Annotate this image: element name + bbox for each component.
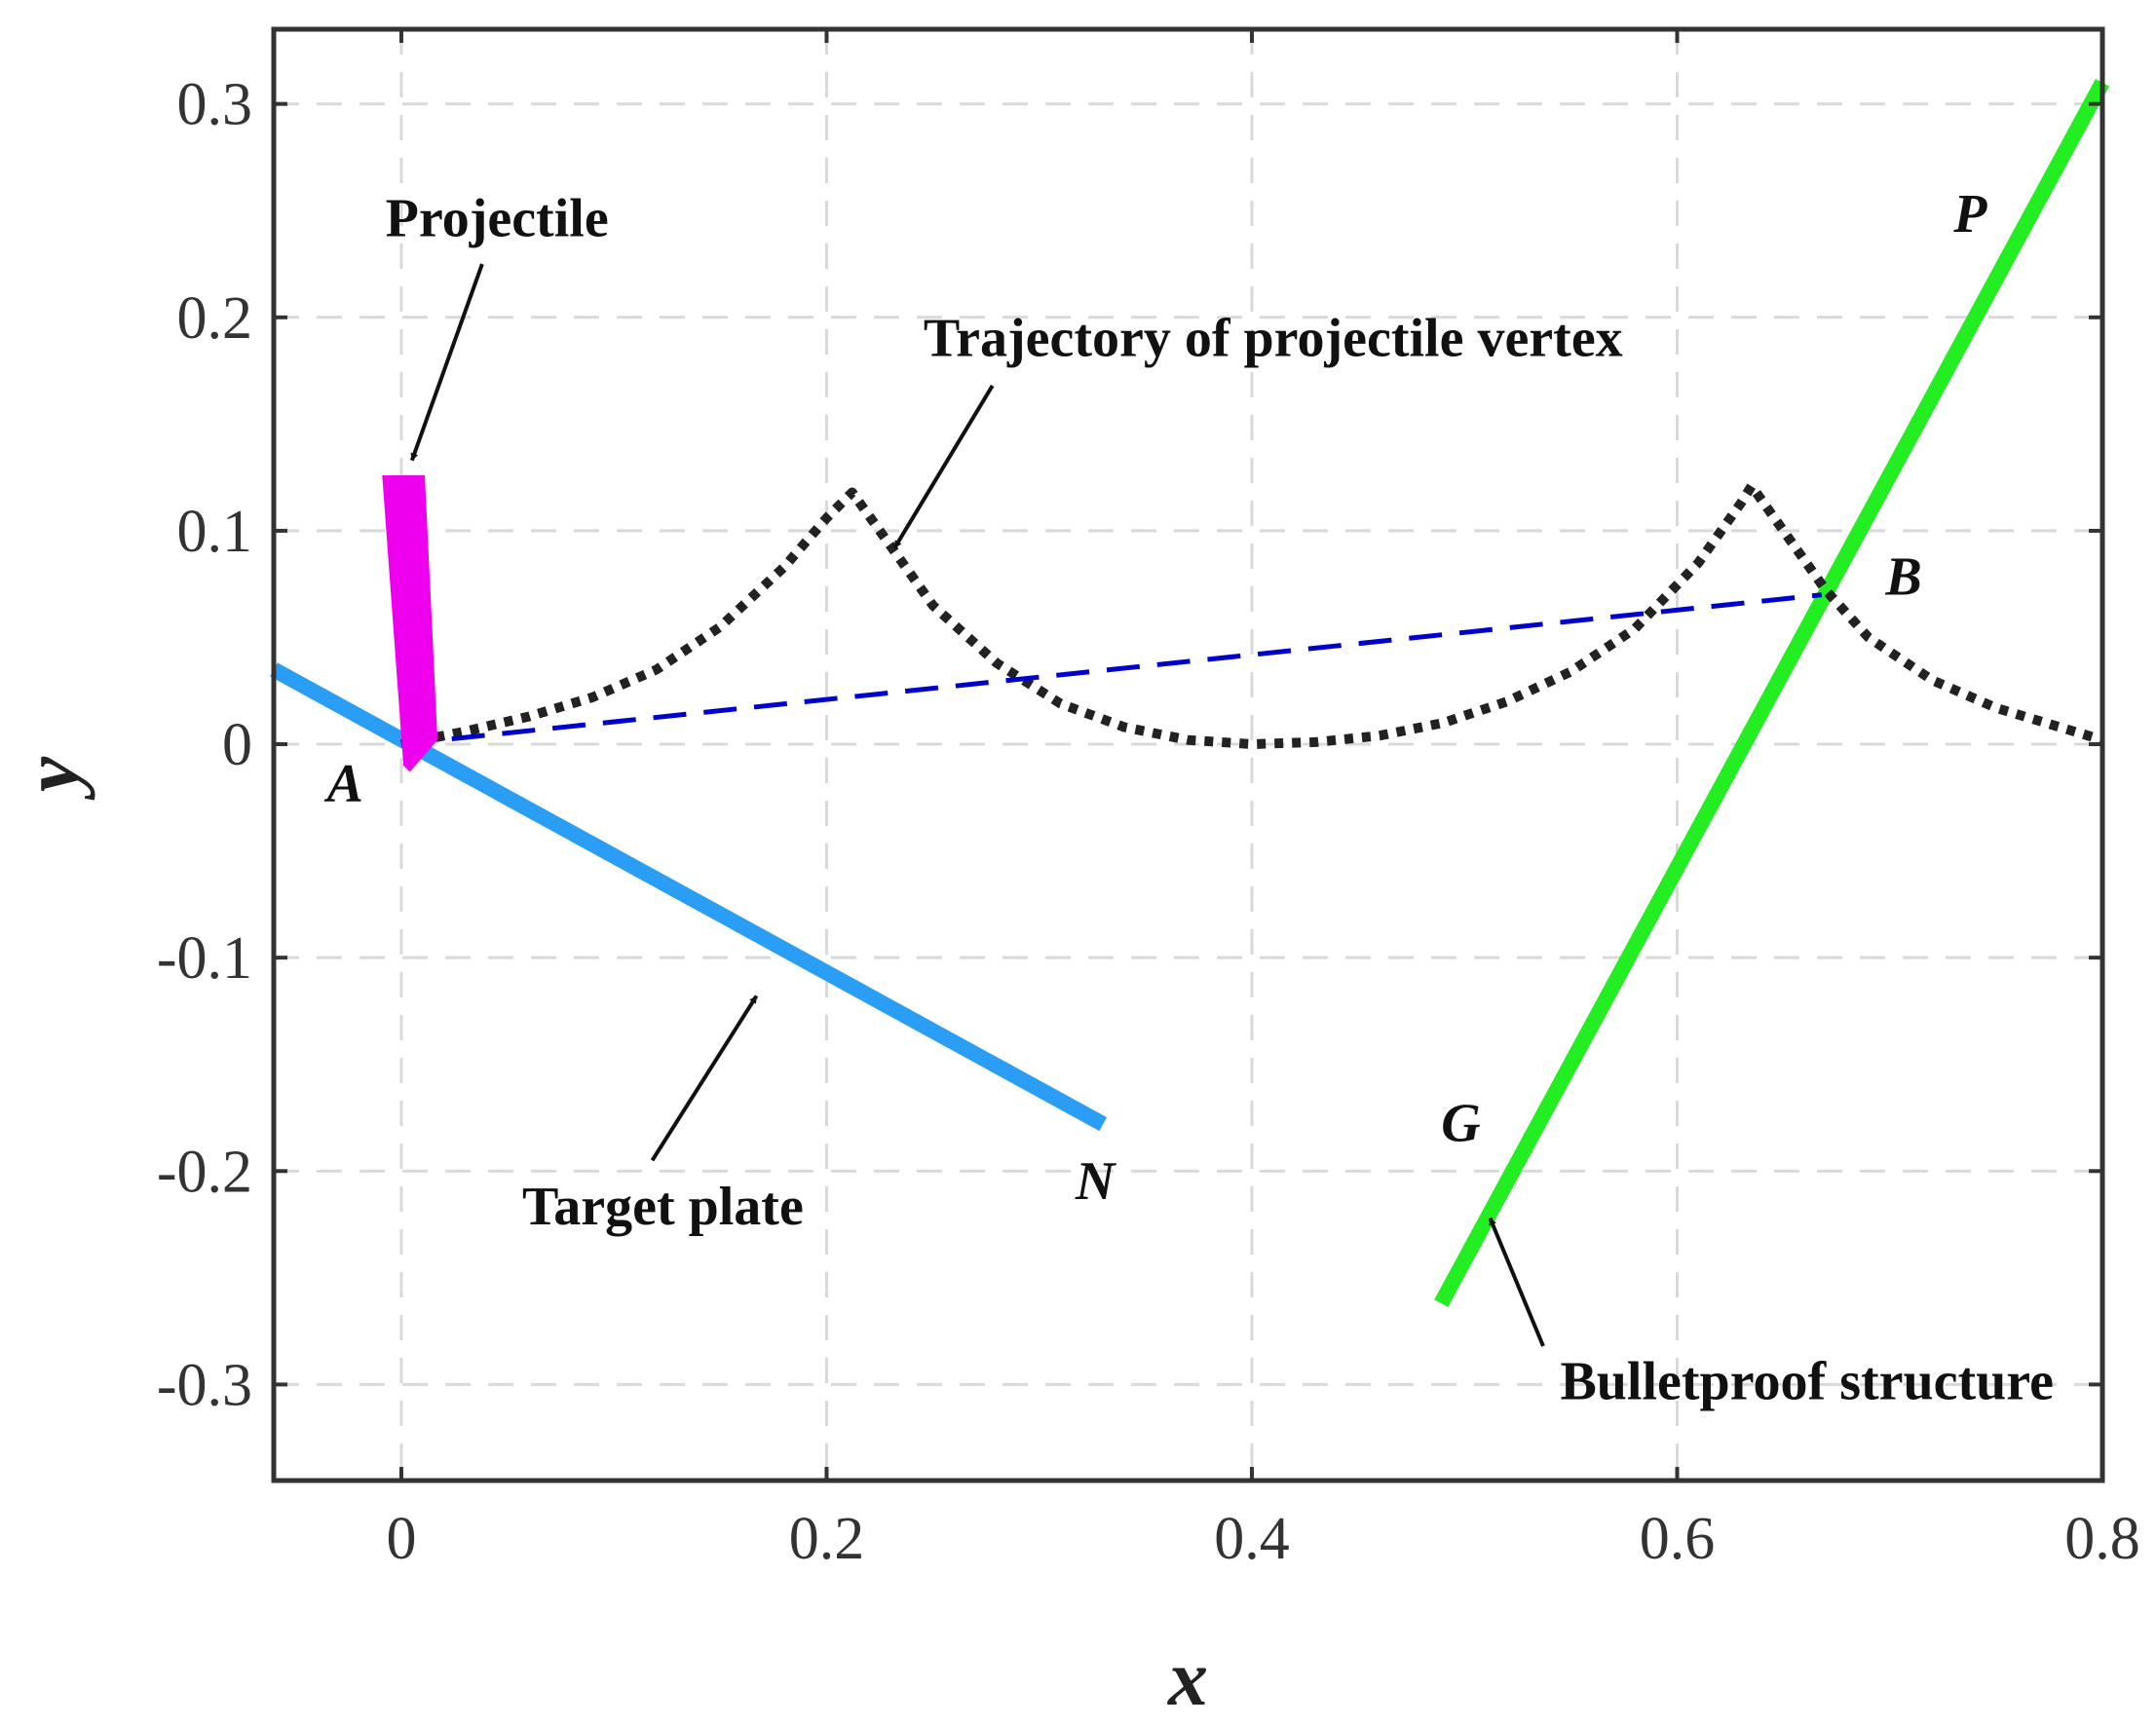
x-axis-label: x <box>1167 1633 1208 1722</box>
annotation-label: Trajectory of projectile vertex <box>924 308 1623 368</box>
plot-area-frame <box>271 26 2105 1483</box>
point-label-g: G <box>1441 1094 1480 1154</box>
y-tick-label: -0.3 <box>157 1352 252 1418</box>
y-tick-label: -0.2 <box>157 1139 252 1205</box>
bulletproof-structure-line <box>1434 78 2110 1307</box>
x-tick-label: 0.2 <box>789 1506 865 1572</box>
y-tick-label: 0.3 <box>177 72 253 138</box>
annotation-arrow <box>1488 1217 1545 1347</box>
projectile-shape <box>382 475 438 772</box>
annotation-arrow <box>650 994 759 1162</box>
axis-ticks: 0 0.2 0.4 0.6 0.8 -0.3 -0.2 -0.1 0 0.1 0.2 0.3 <box>157 29 2140 1572</box>
y-tick-label: 0 <box>222 712 252 778</box>
annotation-arrow <box>892 384 995 549</box>
trajectory-dotted-line <box>400 480 2104 749</box>
x-tick-label: 0.6 <box>1640 1506 1716 1572</box>
y-tick-label: 0.1 <box>177 499 253 565</box>
point-label-a: A <box>324 754 363 814</box>
annotation-label: Target plate <box>522 1177 804 1237</box>
annotation-arrow <box>409 263 484 462</box>
x-tick-label: 0 <box>386 1506 416 1572</box>
y-tick-label: -0.1 <box>157 925 252 992</box>
plot-series <box>270 78 2110 1307</box>
annotations: Projectile Trajectory of projectile verte… <box>324 184 2054 1412</box>
x-tick-label: 0.8 <box>2064 1506 2140 1572</box>
point-label-p: P <box>1952 184 1987 244</box>
point-label-n: N <box>1075 1151 1117 1212</box>
a-b-dashed-line <box>400 592 1823 747</box>
y-tick-label: 0.2 <box>177 285 253 352</box>
annotation-label: Bulletproof structure <box>1560 1352 2054 1412</box>
point-label-b: B <box>1884 547 1921 608</box>
annotation-label: Projectile <box>386 189 609 249</box>
x-tick-label: 0.4 <box>1214 1506 1290 1572</box>
